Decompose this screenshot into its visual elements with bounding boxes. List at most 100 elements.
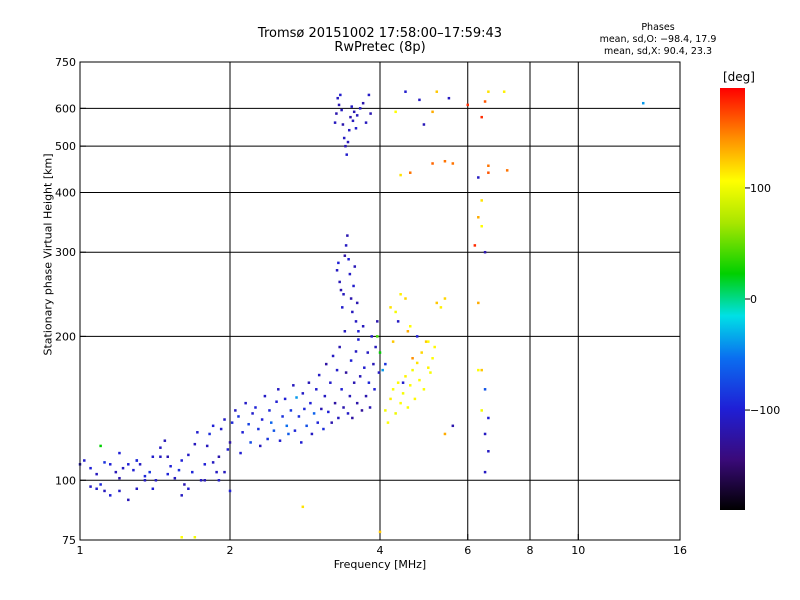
data-point xyxy=(180,459,183,462)
data-point xyxy=(333,401,337,405)
data-point xyxy=(378,530,382,534)
data-point xyxy=(135,459,139,462)
data-point xyxy=(357,330,360,333)
data-point xyxy=(187,487,190,491)
data-point xyxy=(320,407,323,411)
data-point xyxy=(502,90,506,93)
y-tick-label: 100 xyxy=(55,474,76,487)
data-point xyxy=(223,418,226,421)
data-point xyxy=(260,418,264,421)
data-point xyxy=(322,427,325,431)
x-tick-label: 8 xyxy=(527,544,534,557)
data-point xyxy=(389,397,392,401)
data-point xyxy=(331,354,335,358)
data-point xyxy=(370,335,373,338)
data-point xyxy=(191,470,194,474)
data-point xyxy=(361,325,365,328)
data-point xyxy=(241,431,244,434)
data-point xyxy=(277,388,280,391)
data-point xyxy=(135,487,139,491)
data-point xyxy=(404,375,407,378)
data-point xyxy=(473,244,477,247)
data-point xyxy=(257,427,260,431)
data-point xyxy=(143,474,147,478)
data-point xyxy=(203,463,207,466)
data-point xyxy=(348,394,352,398)
data-point xyxy=(422,123,426,126)
y-tick-label: 600 xyxy=(55,102,76,115)
data-point xyxy=(363,366,366,369)
data-point xyxy=(237,415,240,418)
data-point xyxy=(183,483,186,486)
data-point xyxy=(327,410,330,414)
data-point xyxy=(372,362,375,366)
data-point xyxy=(187,453,190,457)
data-point xyxy=(369,112,372,115)
data-point xyxy=(377,371,381,374)
data-point xyxy=(384,362,387,366)
data-point xyxy=(451,162,455,165)
data-point xyxy=(404,297,407,300)
data-point xyxy=(641,101,645,105)
data-point xyxy=(487,164,490,167)
data-point xyxy=(289,409,293,412)
data-point xyxy=(258,444,262,448)
data-point xyxy=(391,388,395,391)
data-point xyxy=(292,384,295,387)
data-point xyxy=(480,224,483,228)
colorbar-tick-label: −100 xyxy=(750,404,780,417)
data-point xyxy=(347,128,351,132)
data-point xyxy=(338,345,341,349)
colorbar-tick-label: 0 xyxy=(750,293,757,306)
data-point xyxy=(336,96,339,100)
data-point xyxy=(376,335,379,338)
data-point xyxy=(217,479,221,482)
data-point xyxy=(487,171,490,174)
data-point xyxy=(177,468,181,472)
data-point xyxy=(103,489,106,493)
data-point xyxy=(173,476,177,480)
data-point xyxy=(346,140,350,144)
data-point xyxy=(335,269,339,272)
data-point xyxy=(340,388,343,391)
data-point xyxy=(420,351,423,354)
data-point xyxy=(360,409,364,412)
data-point xyxy=(477,216,480,219)
data-point xyxy=(447,96,451,100)
data-point xyxy=(439,306,443,309)
data-point xyxy=(151,487,155,491)
data-point xyxy=(415,335,419,338)
phase-stats: Phases mean, sd,O: −98.4, 17.9 mean, sd,… xyxy=(598,22,718,58)
data-point xyxy=(316,421,319,424)
data-point xyxy=(215,470,218,474)
data-point xyxy=(211,461,215,464)
data-point xyxy=(391,340,395,343)
data-point xyxy=(483,470,487,474)
data-point xyxy=(378,351,382,354)
data-point xyxy=(89,466,92,470)
data-point xyxy=(411,357,414,360)
data-point xyxy=(99,483,102,486)
data-point xyxy=(310,432,314,436)
data-point xyxy=(351,416,354,420)
data-point xyxy=(193,442,197,446)
data-point xyxy=(338,280,341,284)
data-point xyxy=(239,451,242,455)
data-point xyxy=(487,450,490,453)
data-point xyxy=(343,330,347,333)
data-point xyxy=(418,98,421,102)
data-point xyxy=(384,409,387,412)
data-point xyxy=(487,416,490,420)
data-point xyxy=(335,112,338,115)
data-point xyxy=(180,536,183,539)
x-tick-label: 4 xyxy=(377,544,384,557)
data-point xyxy=(413,397,417,401)
x-axis-label: Frequency [MHz] xyxy=(333,558,427,571)
data-point xyxy=(196,431,199,434)
data-point xyxy=(339,93,342,97)
data-point xyxy=(431,162,434,165)
data-point xyxy=(99,444,102,448)
data-point xyxy=(418,378,421,382)
data-point xyxy=(315,388,318,391)
